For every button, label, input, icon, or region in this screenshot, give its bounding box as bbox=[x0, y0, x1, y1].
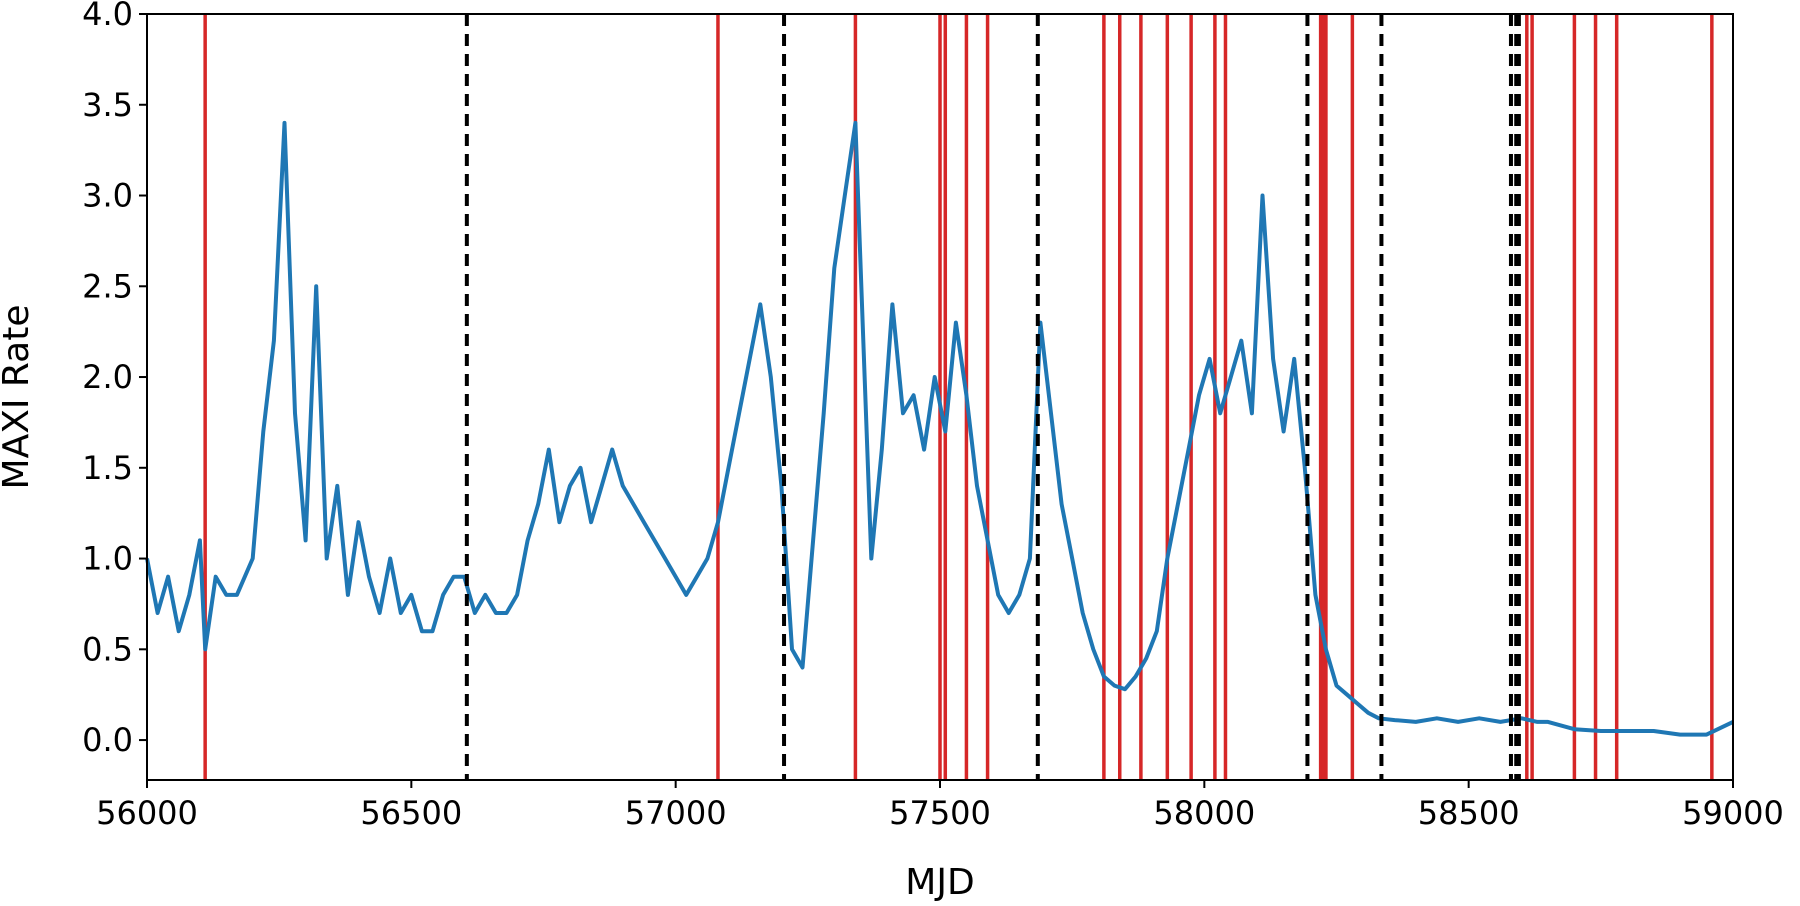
red-event-lines bbox=[203, 14, 1714, 780]
x-tick-label-3: 57500 bbox=[889, 794, 991, 832]
x-tick-label-2: 57000 bbox=[625, 794, 727, 832]
series-line-0 bbox=[145, 120, 1734, 737]
y-tick-label-2: 1.0 bbox=[82, 540, 133, 578]
y-tick-label-8: 4.0 bbox=[82, 0, 133, 33]
x-tick-label-6: 59000 bbox=[1682, 794, 1784, 832]
x-tick-label-1: 56500 bbox=[360, 794, 462, 832]
y-tick-label-6: 3.0 bbox=[82, 177, 133, 215]
y-tick-label-3: 1.5 bbox=[82, 449, 133, 487]
x-tick-label-5: 58500 bbox=[1418, 794, 1520, 832]
x-axis: 56000 56500 57000 57500 58000 58500 59000 bbox=[96, 780, 1784, 832]
x-tick-label-0: 56000 bbox=[96, 794, 198, 832]
black-dashed-lines bbox=[464, 14, 1521, 780]
y-axis-label: MAXI Rate bbox=[0, 305, 37, 490]
y-tick-label-7: 3.5 bbox=[82, 86, 133, 124]
x-axis-label: MJD bbox=[905, 862, 974, 903]
y-tick-label-4: 2.0 bbox=[82, 358, 133, 396]
y-tick-label-1: 0.5 bbox=[82, 630, 133, 668]
y-axis: 0.0 0.5 1.0 1.5 2.0 2.5 3.0 3.5 4.0 bbox=[82, 0, 147, 759]
x-tick-label-4: 58000 bbox=[1153, 794, 1255, 832]
y-tick-label-0: 0.0 bbox=[82, 721, 133, 759]
y-tick-label-5: 2.5 bbox=[82, 267, 133, 305]
series-layer bbox=[145, 120, 1734, 737]
